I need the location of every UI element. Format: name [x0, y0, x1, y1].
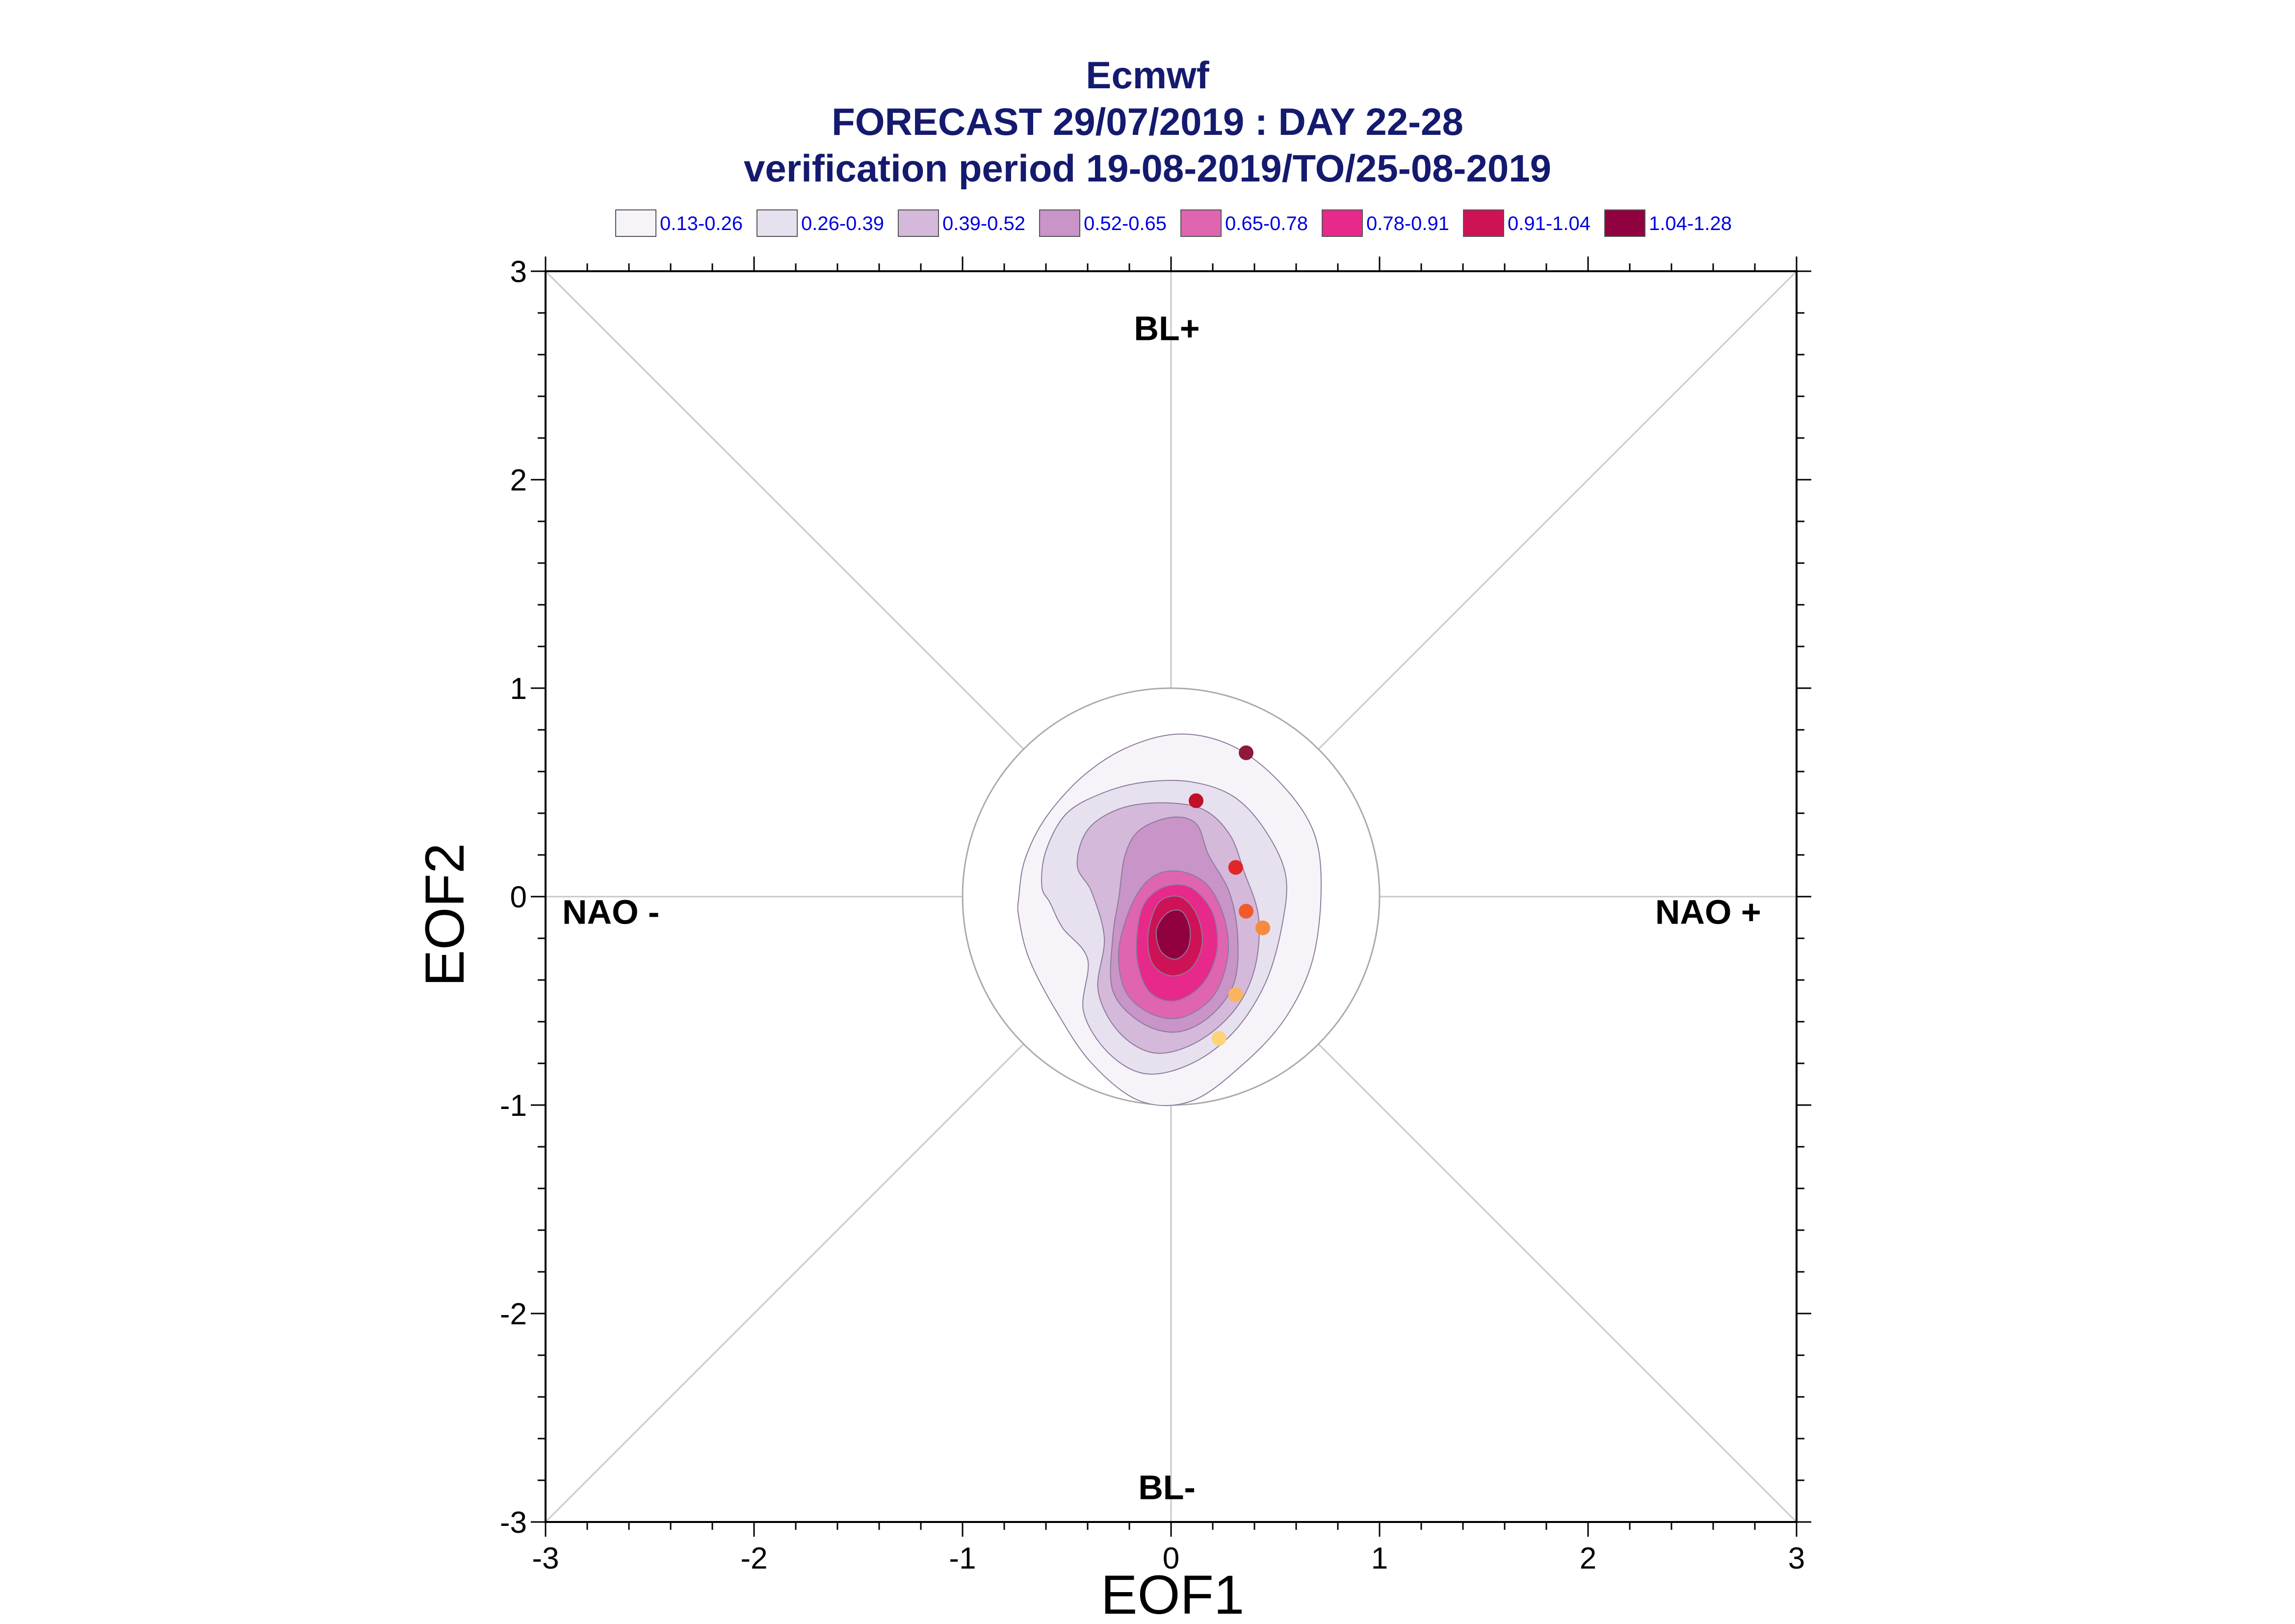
data-point — [1239, 745, 1253, 760]
plot-area: -3 -2 -1 0 1 2 3 -3 -2 -1 0 1 2 3 BL+ BL- NAO - NAO + — [500, 255, 1811, 1575]
y-tick-label: -2 — [500, 1297, 527, 1331]
x-tick-label: 1 — [1371, 1542, 1388, 1575]
data-point — [1228, 860, 1243, 875]
data-point — [1255, 920, 1270, 935]
legend: 0.13-0.26 0.26-0.39 0.39-0.52 0.52-0.65 0.65… — [615, 209, 1732, 237]
data-points — [1189, 745, 1270, 1046]
data-point — [1211, 1031, 1226, 1046]
data-point — [1228, 987, 1243, 1002]
data-point — [1189, 793, 1203, 808]
legend-swatch — [756, 209, 798, 237]
legend-label: 0.78-0.91 — [1366, 213, 1449, 234]
axis-ticks: -3 -2 -1 0 1 2 3 -3 -2 -1 0 1 2 3 — [500, 255, 1811, 1575]
x-tick-label: -3 — [532, 1542, 559, 1575]
legend-swatch — [898, 209, 939, 237]
chart-subtitle: FORECAST 29/07/2019 : DAY 22-28 — [832, 100, 1463, 143]
regime-label-left: NAO - — [562, 893, 659, 931]
density-contour — [1155, 909, 1191, 960]
legend-swatch — [1322, 209, 1363, 237]
y-tick-label: 0 — [510, 880, 527, 914]
data-point — [1239, 903, 1253, 919]
legend-swatch — [1180, 209, 1222, 237]
title-block: Ecmwf FORECAST 29/07/2019 : DAY 22-28 ve… — [744, 53, 1551, 190]
y-tick-label: -3 — [500, 1506, 527, 1540]
regime-label-right: NAO + — [1655, 893, 1761, 931]
chart-subtitle-2: verification period 19-08-2019/TO/25-08-… — [744, 147, 1551, 190]
regime-labels: BL+ BL- NAO - NAO + — [562, 309, 1761, 1506]
legend-label: 0.13-0.26 — [660, 213, 743, 234]
x-axis-title: EOF1 — [1101, 1564, 1245, 1624]
chart-title: Ecmwf — [1086, 53, 1209, 97]
legend-swatch — [1604, 209, 1645, 237]
y-tick-label: 1 — [510, 672, 527, 706]
density-contours — [1017, 733, 1322, 1107]
legend-label: 0.39-0.52 — [942, 213, 1025, 234]
legend-swatch — [1463, 209, 1504, 237]
legend-label: 0.52-0.65 — [1084, 213, 1167, 234]
legend-swatch — [1039, 209, 1080, 237]
legend-swatch — [615, 209, 656, 237]
regime-label-bottom: BL- — [1138, 1468, 1196, 1506]
y-tick-label: 2 — [510, 464, 527, 497]
x-tick-label: 0 — [1163, 1542, 1179, 1575]
x-tick-label: 2 — [1580, 1542, 1596, 1575]
legend-label: 0.91-1.04 — [1508, 213, 1591, 234]
legend-label: 0.65-0.78 — [1225, 213, 1308, 234]
x-tick-label: -2 — [740, 1542, 767, 1575]
y-axis-title: EOF2 — [414, 843, 475, 987]
y-tick-label: 3 — [510, 255, 527, 289]
legend-label: 1.04-1.28 — [1649, 213, 1732, 234]
x-tick-label: 3 — [1788, 1542, 1805, 1575]
x-tick-label: -1 — [949, 1542, 976, 1575]
y-tick-label: -1 — [500, 1089, 527, 1123]
regime-label-top: BL+ — [1134, 309, 1200, 347]
legend-label: 0.26-0.39 — [801, 213, 884, 234]
